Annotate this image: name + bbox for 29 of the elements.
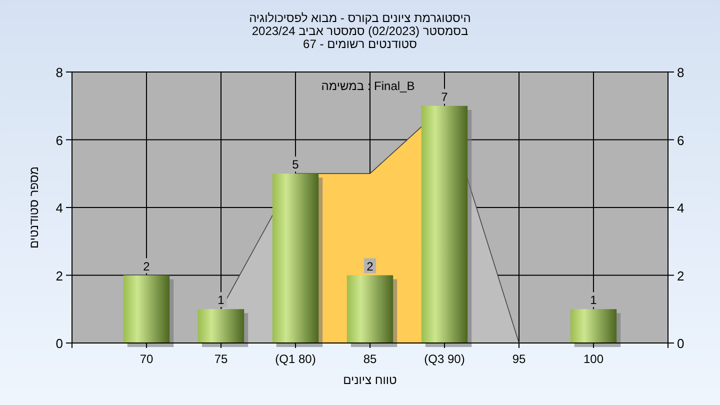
data-label: 7 [441,90,448,104]
y2-tick-label: 2 [677,268,684,284]
y-tick-label: 8 [56,65,63,80]
y-tick-label: 0 [56,336,63,351]
text: סטודנטים רשומים - 67 [303,37,418,51]
x-tick-label: (Q1 80) [275,352,316,366]
y2-tick-label: 8 [677,65,684,80]
y2-tick-label: 0 [677,336,684,351]
x-tick-label: 100 [583,352,604,366]
x-tick-label: (Q3 90) [424,352,465,366]
data-label: 5 [292,158,300,172]
data-label: 1 [218,293,225,308]
data-label: 1 [590,293,598,308]
x-tick-label: 75 [214,352,228,366]
x-tick-label: 70 [140,352,154,366]
annotation: Final_B : במשימה [321,79,415,93]
y-axis-title: מספר סטודנטים [27,166,41,249]
data-label: 2 [366,259,374,274]
y-tick-label: 4 [56,200,63,216]
y-tick-label: 2 [56,268,63,284]
chart-subtitle: בסמסטר (02/2023) סמסטר אביב 2023/24 [252,24,468,38]
y2-tick-label: 4 [677,200,684,216]
x-tick-label: 85 [363,352,377,366]
y2-tick-label: 6 [677,132,684,148]
x-axis-title: טווח ציונים [343,373,398,387]
data-label: 2 [143,259,150,274]
chart-title: היסטוגרמת ציונים בקורס - מבוא לפסיכולוגיה [249,11,471,25]
y-tick-label: 6 [56,132,63,148]
x-tick-label: 95 [512,352,526,366]
